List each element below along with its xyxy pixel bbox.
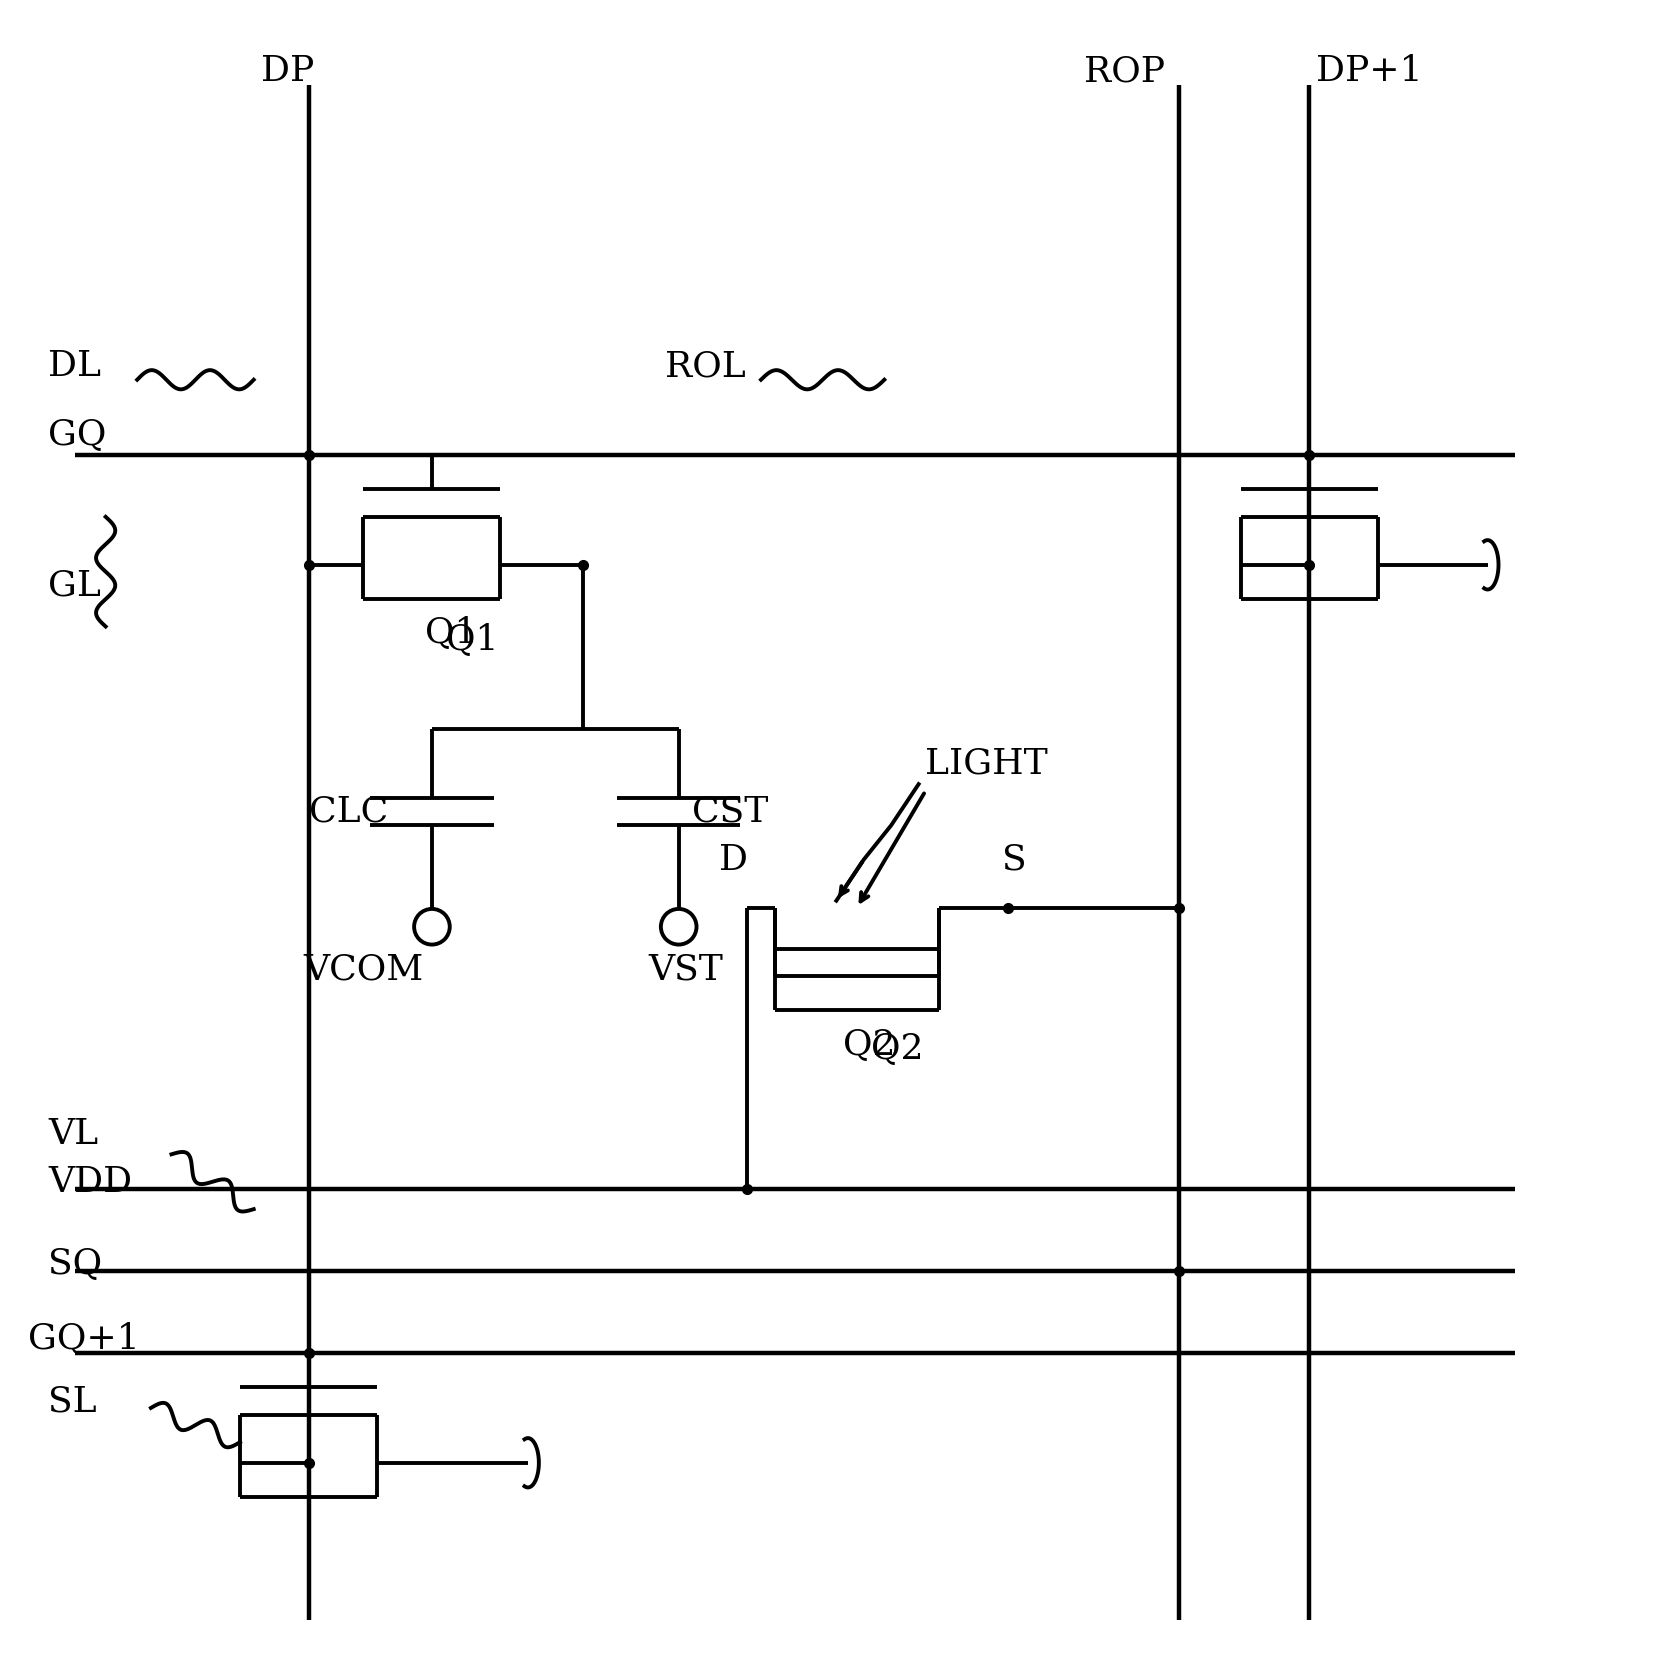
- Text: ROP: ROP: [1085, 54, 1165, 89]
- Text: Q1: Q1: [425, 616, 478, 651]
- Text: GQ+1: GQ+1: [28, 1322, 139, 1356]
- Text: S: S: [1002, 842, 1027, 876]
- Text: ROL: ROL: [665, 349, 747, 383]
- Text: DL: DL: [48, 349, 101, 383]
- Text: Q2: Q2: [843, 1027, 896, 1062]
- Text: D: D: [718, 842, 748, 876]
- Text: SQ: SQ: [48, 1247, 103, 1280]
- Text: CST: CST: [692, 795, 768, 829]
- Text: VCOM: VCOM: [304, 951, 423, 987]
- Text: SL: SL: [48, 1384, 96, 1418]
- Text: VST: VST: [649, 951, 723, 987]
- Text: GQ: GQ: [48, 418, 106, 451]
- Text: LIGHT: LIGHT: [926, 747, 1048, 780]
- Text: GL: GL: [48, 569, 101, 602]
- Text: DP+1: DP+1: [1316, 54, 1423, 89]
- Text: Q1: Q1: [446, 623, 498, 658]
- Text: VDD: VDD: [48, 1165, 133, 1198]
- Text: DP: DP: [262, 54, 315, 89]
- Text: VL: VL: [48, 1118, 98, 1151]
- Text: Q2: Q2: [871, 1032, 922, 1066]
- Text: CLC: CLC: [309, 795, 388, 829]
